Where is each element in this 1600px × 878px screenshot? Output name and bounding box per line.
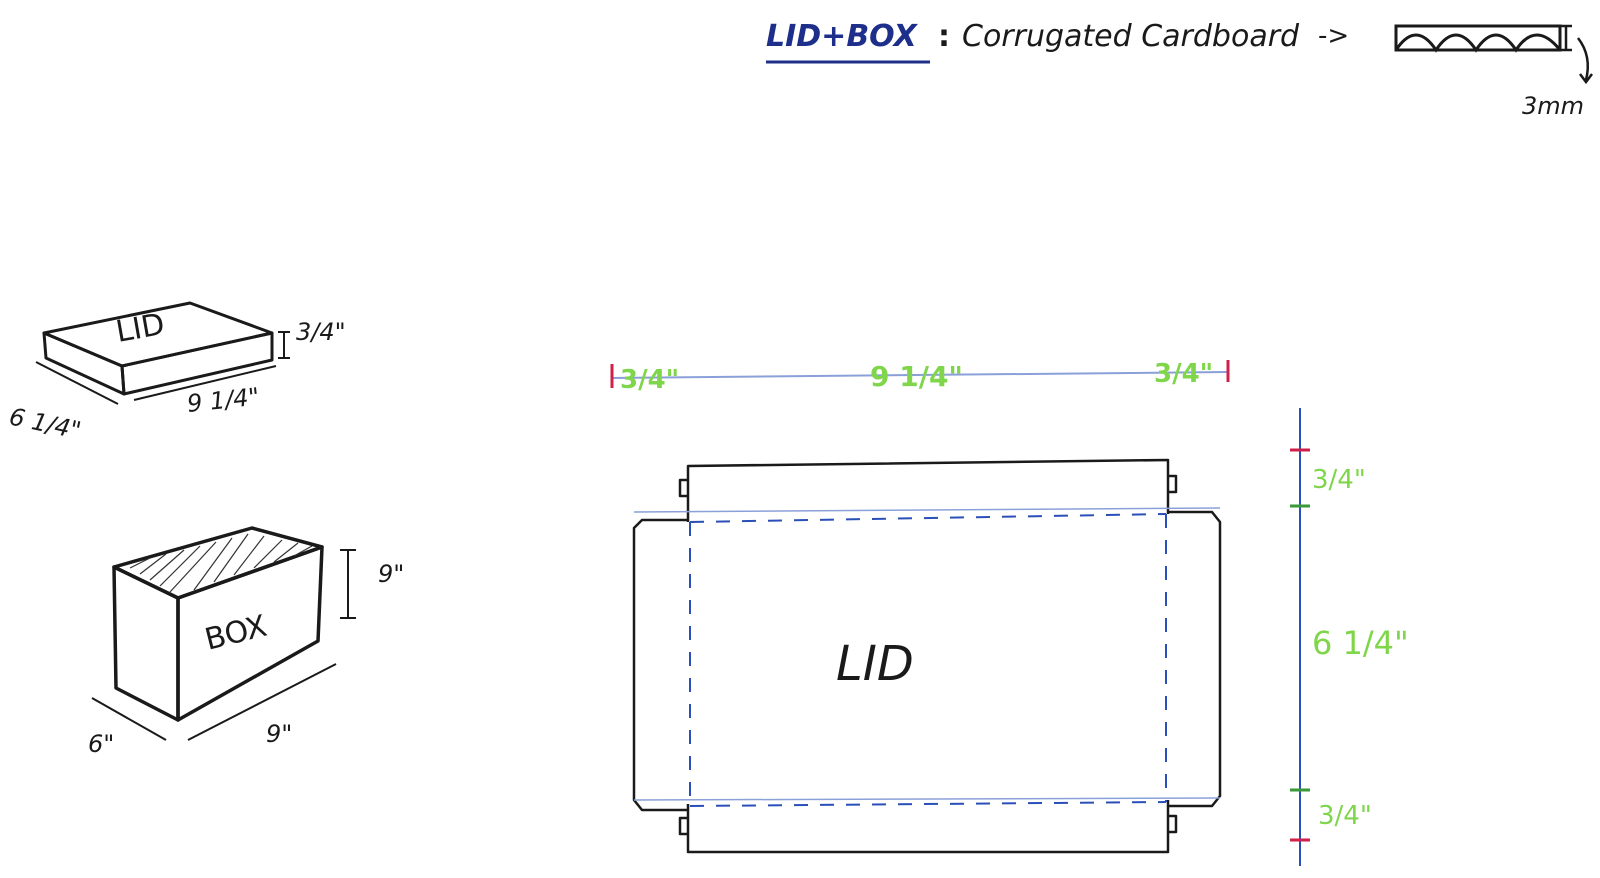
thickness-label: 3mm (1522, 92, 1584, 120)
thickness-marker (1560, 24, 1593, 85)
net-notch-tr (1168, 474, 1178, 494)
net-right-flap (1168, 510, 1222, 808)
lid-sketch-length: 9 1/4" (186, 383, 261, 418)
net-right-bottom-dim: 3/4" (1318, 801, 1372, 831)
box-interior-hatching (129, 533, 313, 593)
net-notch-tl (678, 478, 688, 498)
header-material: Corrugated Cardboard (962, 19, 1300, 54)
net-bottom-flap (686, 800, 1170, 854)
net-right-middle-dim: 6 1/4" (1312, 624, 1409, 662)
lid-sketch-width: 6 1/4" (7, 402, 84, 444)
net-label: LID (836, 636, 914, 692)
net-notch-br (1168, 814, 1178, 834)
net-notch-bl (678, 816, 688, 836)
lid-sketch-height: 3/4" (296, 318, 346, 346)
net-top-flap (686, 458, 1170, 522)
box-sketch: BOX 9" 6" 9" (88, 526, 404, 758)
box-sketch-length: 9" (266, 720, 292, 748)
net-top-middle-dim: 9 1/4" (870, 360, 963, 393)
lid-sketch-label: LID (113, 307, 167, 350)
lid-net: LID (632, 458, 1222, 854)
box-sketch-label: BOX (201, 609, 270, 658)
net-right-top-dim: 3/4" (1312, 465, 1366, 495)
header: LID+BOX : Corrugated Cardboard -> 3mm (766, 19, 1593, 120)
header-title: LID+BOX (766, 19, 919, 54)
header-colon: : (938, 19, 950, 54)
header-arrow: -> (1318, 21, 1349, 51)
corrugated-cross-section-icon (1394, 24, 1562, 53)
net-top-right-dim: 3/4" (1154, 359, 1213, 389)
net-fold-top (689, 513, 1167, 523)
box-top-opening (112, 526, 324, 600)
lid-left-face (42, 331, 126, 396)
box-sketch-height: 9" (378, 560, 404, 588)
box-sketch-width: 6" (88, 730, 114, 758)
net-top-dimension: 3/4" 9 1/4" 3/4" (610, 359, 1230, 395)
net-fold-bottom (689, 801, 1167, 807)
net-top-left-dim: 3/4" (620, 365, 679, 395)
net-guide-top (633, 507, 1221, 513)
lid-sketch: LID 3/4" 6 1/4" 9 1/4" (7, 301, 346, 445)
net-left-flap (632, 518, 688, 812)
net-guide-bottom (633, 797, 1221, 801)
lid-front-face (120, 331, 274, 396)
box-left-face (112, 565, 180, 722)
net-right-dimension: 3/4" 6 1/4" 3/4" (1290, 408, 1409, 866)
